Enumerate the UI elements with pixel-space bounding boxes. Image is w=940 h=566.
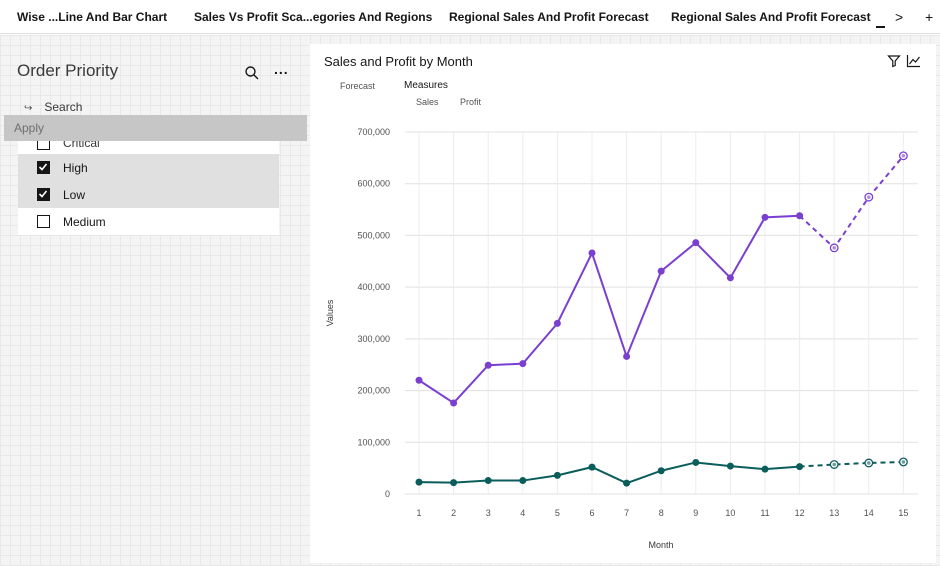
more-options-icon[interactable]: ...	[274, 61, 289, 77]
apply-button[interactable]: Apply	[14, 121, 45, 135]
chart-card: Sales and Profit by Month Forecast Measu…	[310, 44, 936, 563]
data-point-profit	[623, 479, 631, 487]
filter-item-critical[interactable]: Critical	[18, 141, 279, 154]
x-tick-label: 11	[760, 508, 769, 518]
data-point-profit	[796, 463, 804, 471]
data-point-sales	[761, 213, 769, 221]
checkbox-checked[interactable]	[37, 161, 50, 174]
x-tick-label: 8	[659, 508, 664, 518]
x-tick-label: 3	[486, 508, 491, 518]
data-point-sales	[553, 319, 561, 327]
forecast-line-profit	[799, 460, 904, 468]
filter-search-input[interactable]: ↪ Search	[24, 100, 82, 114]
checkbox-checked[interactable]	[37, 188, 50, 201]
forecast-point-center	[832, 462, 836, 467]
x-tick-label: 14	[864, 508, 874, 518]
apply-bar: Apply	[4, 115, 307, 141]
x-tick-label: 6	[589, 508, 594, 518]
add-tab-icon[interactable]: +	[925, 9, 934, 25]
x-tick-label: 9	[693, 508, 698, 518]
y-tick-label: 400,000	[357, 282, 390, 292]
filter-title: Order Priority	[17, 61, 119, 80]
tab-line-and-bar-chart[interactable]: Wise ...Line And Bar Chart	[17, 10, 168, 24]
y-tick-label: 300,000	[357, 334, 390, 344]
y-tick-label: 200,000	[357, 386, 390, 396]
data-point-sales	[657, 267, 665, 275]
data-point-sales	[519, 360, 527, 368]
legend-forecast-label: Forecast	[340, 81, 376, 91]
forecast-point-center	[867, 461, 871, 465]
data-point-profit	[692, 458, 700, 466]
filter-item-medium[interactable]: Medium	[18, 208, 279, 235]
data-point-sales	[692, 239, 700, 247]
search-icon[interactable]	[244, 65, 260, 81]
filter-item-label: High	[63, 161, 88, 175]
filter-icon[interactable]	[887, 54, 901, 68]
filter-item-low[interactable]: Low	[18, 181, 279, 208]
data-point-sales	[415, 376, 423, 384]
line-chart-icon[interactable]	[906, 54, 921, 68]
data-point-profit	[761, 465, 769, 473]
tab-next-icon[interactable]: >	[895, 9, 904, 25]
y-axis-title: Values	[325, 299, 335, 326]
filter-item-high[interactable]: High	[18, 154, 279, 181]
data-point-profit	[415, 478, 423, 486]
data-point-profit	[726, 462, 734, 470]
data-point-profit	[484, 477, 492, 485]
y-tick-label: 0	[385, 489, 390, 499]
data-point-profit	[553, 471, 561, 479]
legend-profit-label: Profit	[460, 97, 482, 107]
checkbox[interactable]	[37, 215, 50, 228]
y-tick-label: 500,000	[357, 230, 390, 240]
checkbox[interactable]	[37, 141, 50, 150]
tab-regional-sales-forecast-2[interactable]: Regional Sales And Profit Forecast	[671, 10, 871, 24]
data-point-sales	[484, 361, 492, 369]
y-tick-label: 100,000	[357, 437, 390, 447]
forecast-point-center	[832, 246, 836, 250]
legend-sales-label: Sales	[416, 97, 439, 107]
x-axis-title: Month	[648, 540, 673, 550]
line-chart: 0 100,000 200,000 300,000 400,000 500,000 600,…	[325, 127, 918, 550]
x-tick-label: 12	[795, 508, 805, 518]
x-tick-label: 10	[725, 508, 735, 518]
y-tick-label: 600,000	[357, 179, 390, 189]
tab-regional-sales-forecast-1[interactable]: Regional Sales And Profit Forecast	[449, 10, 649, 24]
x-tick-label: 4	[520, 508, 525, 518]
x-tick-label: 13	[829, 508, 839, 518]
legend-measures-label: Measures	[404, 80, 448, 91]
check-icon	[38, 163, 48, 171]
search-placeholder: Search	[44, 100, 83, 114]
forecast-point-center	[901, 153, 906, 158]
data-point-profit	[657, 467, 665, 475]
filter-item-label: Critical	[63, 141, 100, 150]
x-tick-label: 7	[624, 508, 629, 518]
data-point-profit	[519, 477, 527, 485]
data-point-sales	[726, 274, 734, 282]
data-point-sales	[450, 399, 458, 407]
data-point-sales	[588, 249, 596, 257]
x-tick-label: 5	[555, 508, 560, 518]
x-tick-label: 1	[416, 508, 421, 518]
x-tick-label: 15	[898, 508, 908, 518]
search-field-icon: ↪	[24, 103, 33, 114]
x-tick-label: 2	[451, 508, 456, 518]
tab-sales-vs-profit-scatter[interactable]: Sales Vs Profit Sca...egories And Region…	[194, 10, 433, 24]
order-priority-filter: Order Priority ... ↪ Search Critical App…	[0, 35, 308, 566]
data-point-profit	[588, 463, 596, 471]
active-tab-indicator	[876, 26, 885, 28]
forecast-line-sales	[798, 155, 905, 250]
tab-bar: Wise ...Line And Bar Chart Sales Vs Prof…	[0, 0, 940, 34]
series-line-sales	[418, 214, 800, 405]
data-point-profit	[450, 479, 458, 487]
data-point-sales	[796, 212, 804, 220]
forecast-point-center	[867, 195, 871, 199]
filter-item-label: Medium	[63, 215, 106, 229]
check-icon	[38, 190, 48, 198]
forecast-point-center	[901, 460, 906, 464]
filter-item-label: Low	[63, 188, 86, 202]
data-point-sales	[623, 352, 631, 360]
series-line-profit	[418, 461, 800, 485]
chart-title: Sales and Profit by Month	[324, 54, 473, 69]
y-tick-label: 700,000	[357, 127, 390, 137]
